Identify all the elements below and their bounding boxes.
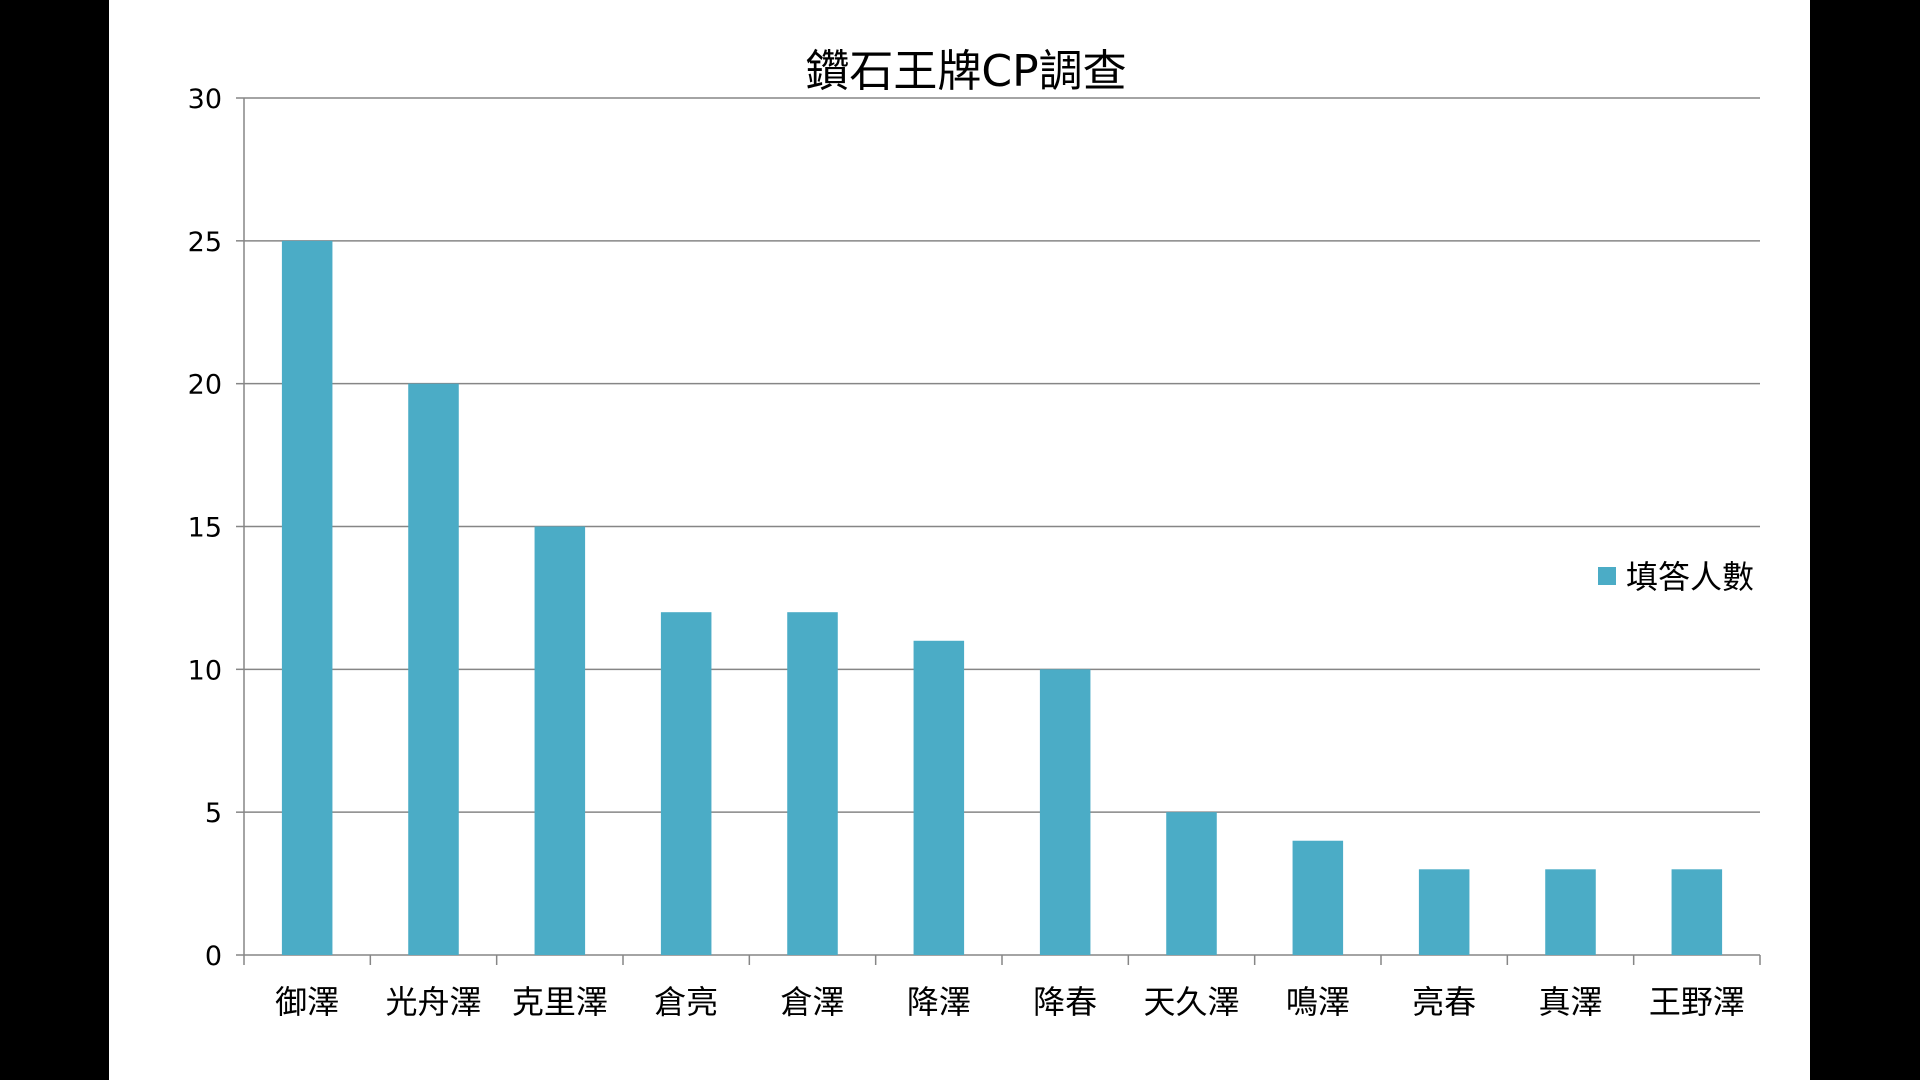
bar	[913, 640, 965, 955]
x-tick-label: 天久澤	[1143, 983, 1239, 1021]
bar	[281, 240, 333, 956]
x-tick-label: 光舟澤	[385, 983, 481, 1021]
slide-canvas: 鑽石王牌CP調查 0 5 10 15 20 25 30 御澤 光舟澤 克里澤 倉亮 倉澤 降澤 降春 天久澤…	[109, 0, 1810, 1080]
axes	[236, 97, 1761, 965]
chart-title: 鑽石王牌CP調查	[805, 46, 1126, 97]
x-tick-label: 鳴澤	[1286, 983, 1350, 1021]
bar	[1545, 869, 1596, 955]
legend: 填答人數	[1598, 558, 1754, 596]
bar	[1166, 812, 1217, 955]
x-tick-label: 亮春	[1412, 983, 1476, 1021]
y-tick-label: 0	[205, 941, 222, 972]
x-tick-label: 克里澤	[512, 983, 608, 1021]
legend-label: 填答人數	[1626, 558, 1754, 596]
bar	[1039, 669, 1091, 955]
gridlines	[244, 97, 1760, 813]
bar	[408, 383, 459, 956]
y-tick-label: 20	[188, 370, 222, 401]
bar	[787, 612, 838, 955]
x-tick-label: 真澤	[1538, 983, 1602, 1021]
y-tick-label: 5	[205, 798, 222, 829]
x-tick-label: 倉亮	[654, 983, 718, 1021]
bars	[281, 240, 1723, 956]
x-tick-label: 降春	[1033, 983, 1097, 1021]
y-tick-label: 15	[188, 513, 222, 544]
x-tick-label: 御澤	[275, 983, 339, 1021]
y-tick-label: 10	[188, 655, 222, 686]
legend-swatch	[1598, 567, 1616, 585]
tick-labels: 0 5 10 15 20 25 30 御澤 光舟澤 克里澤 倉亮 倉澤 降澤 降春 天久澤 鳴澤 亮春 真澤 王野澤	[188, 84, 1745, 1021]
bar	[1418, 869, 1470, 955]
y-tick-label: 25	[188, 227, 222, 258]
y-tick-label: 30	[188, 84, 222, 115]
bar	[660, 612, 712, 955]
x-tick-label: 王野澤	[1649, 983, 1745, 1021]
bar	[1292, 840, 1344, 955]
x-tick-label: 降澤	[907, 983, 971, 1021]
bar	[1671, 869, 1723, 955]
bar	[534, 526, 586, 955]
x-tick-label: 倉澤	[780, 983, 844, 1021]
bar-chart: 鑽石王牌CP調查 0 5 10 15 20 25 30 御澤 光舟澤 克里澤 倉亮 倉澤 降澤 降春 天久澤…	[188, 46, 1761, 1021]
